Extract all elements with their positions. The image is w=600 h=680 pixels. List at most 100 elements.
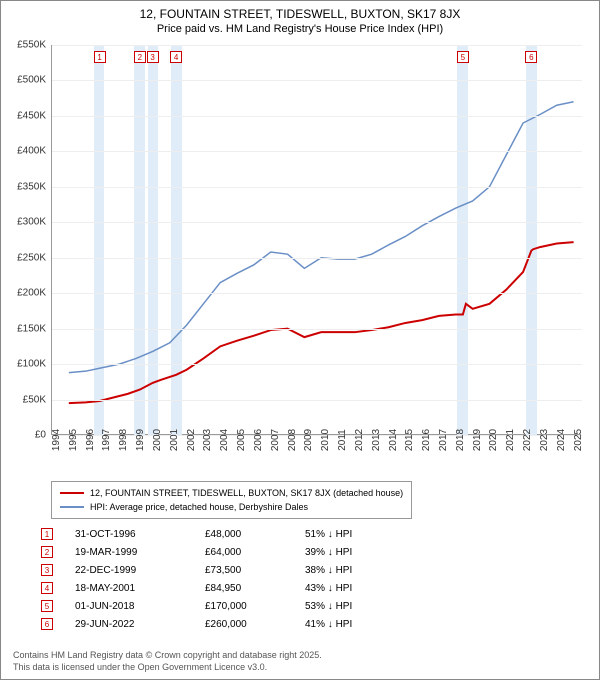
x-axis-label: 2009	[303, 429, 314, 451]
gridline	[52, 45, 582, 46]
transaction-row: 501-JUN-2018£170,00053% ↓ HPI	[41, 597, 425, 615]
y-axis-label: £150K	[17, 323, 46, 334]
y-axis-label: £350K	[17, 181, 46, 192]
footer-line1: Contains HM Land Registry data © Crown c…	[13, 649, 322, 661]
gridline	[52, 258, 582, 259]
plot-region: 123456	[51, 45, 581, 435]
transaction-row: 322-DEC-1999£73,50038% ↓ HPI	[41, 561, 425, 579]
y-axis-label: £300K	[17, 217, 46, 228]
row-price: £170,000	[205, 601, 305, 612]
x-axis-label: 1998	[118, 429, 129, 451]
x-axis-label: 2000	[152, 429, 163, 451]
x-axis-label: 2021	[505, 429, 516, 451]
legend-row: 12, FOUNTAIN STREET, TIDESWELL, BUXTON, …	[60, 486, 403, 500]
x-axis-label: 2003	[202, 429, 213, 451]
x-axis-label: 2001	[169, 429, 180, 451]
row-date: 29-JUN-2022	[75, 619, 205, 630]
row-marker: 1	[41, 528, 53, 540]
row-price: £84,950	[205, 583, 305, 594]
chart-title: 12, FOUNTAIN STREET, TIDESWELL, BUXTON, …	[1, 1, 599, 21]
gridline	[52, 80, 582, 81]
footer-line2: This data is licensed under the Open Gov…	[13, 661, 322, 673]
x-axis-label: 1994	[51, 429, 62, 451]
transactions-table: 131-OCT-1996£48,00051% ↓ HPI219-MAR-1999…	[41, 525, 425, 633]
row-date: 19-MAR-1999	[75, 547, 205, 558]
gridline	[52, 329, 582, 330]
y-axis-label: £0	[35, 430, 46, 441]
x-axis-label: 2023	[539, 429, 550, 451]
gridline	[52, 400, 582, 401]
gridline	[52, 435, 582, 436]
y-axis-label: £400K	[17, 146, 46, 157]
gridline	[52, 222, 582, 223]
y-axis-label: £550K	[17, 40, 46, 51]
x-axis-label: 2020	[488, 429, 499, 451]
row-pct: 38% ↓ HPI	[305, 565, 425, 576]
footer-attribution: Contains HM Land Registry data © Crown c…	[13, 649, 322, 673]
chart-marker: 3	[147, 51, 159, 63]
x-axis-label: 2007	[270, 429, 281, 451]
x-axis-label: 1995	[68, 429, 79, 451]
chart-area: 123456 £0£50K£100K£150K£200K£250K£300K£3…	[51, 45, 581, 435]
x-axis-label: 1997	[101, 429, 112, 451]
series-property	[69, 242, 574, 403]
x-axis-label: 2019	[472, 429, 483, 451]
row-date: 01-JUN-2018	[75, 601, 205, 612]
y-axis-label: £450K	[17, 110, 46, 121]
y-axis-label: £50K	[23, 394, 46, 405]
gridline	[52, 187, 582, 188]
row-marker: 5	[41, 600, 53, 612]
row-price: £260,000	[205, 619, 305, 630]
x-axis-label: 1999	[135, 429, 146, 451]
row-date: 31-OCT-1996	[75, 529, 205, 540]
y-axis-label: £250K	[17, 252, 46, 263]
transaction-row: 2 19-MAR-1999£64,00039% ↓ HPI	[41, 543, 425, 561]
legend-label: HPI: Average price, detached house, Derb…	[90, 500, 308, 514]
row-marker: 2	[41, 546, 53, 558]
x-axis-label: 2024	[556, 429, 567, 451]
legend-row: HPI: Average price, detached house, Derb…	[60, 500, 403, 514]
chart-marker: 5	[457, 51, 469, 63]
legend: 12, FOUNTAIN STREET, TIDESWELL, BUXTON, …	[51, 481, 412, 519]
chart-marker: 6	[525, 51, 537, 63]
y-axis-label: £500K	[17, 75, 46, 86]
row-pct: 43% ↓ HPI	[305, 583, 425, 594]
x-axis-label: 2012	[354, 429, 365, 451]
x-axis-label: 1996	[85, 429, 96, 451]
y-axis-label: £100K	[17, 359, 46, 370]
legend-swatch	[60, 492, 84, 494]
gridline	[52, 116, 582, 117]
legend-swatch	[60, 506, 84, 508]
transaction-row: 6 29-JUN-2022£260,00041% ↓ HPI	[41, 615, 425, 633]
row-price: £64,000	[205, 547, 305, 558]
row-date: 18-MAY-2001	[75, 583, 205, 594]
row-marker: 3	[41, 564, 53, 576]
x-axis-label: 2006	[253, 429, 264, 451]
x-axis-label: 2025	[573, 429, 584, 451]
x-axis-label: 2013	[371, 429, 382, 451]
chart-marker: 2	[134, 51, 146, 63]
chart-container: 12, FOUNTAIN STREET, TIDESWELL, BUXTON, …	[0, 0, 600, 680]
x-axis-label: 2022	[522, 429, 533, 451]
x-axis-label: 2014	[388, 429, 399, 451]
transaction-row: 4 18-MAY-2001£84,95043% ↓ HPI	[41, 579, 425, 597]
legend-label: 12, FOUNTAIN STREET, TIDESWELL, BUXTON, …	[90, 486, 403, 500]
row-price: £73,500	[205, 565, 305, 576]
x-axis-label: 2008	[287, 429, 298, 451]
x-axis-label: 2002	[186, 429, 197, 451]
gridline	[52, 293, 582, 294]
x-axis-label: 2010	[320, 429, 331, 451]
chart-marker: 1	[94, 51, 106, 63]
row-marker: 6	[41, 618, 53, 630]
x-axis-label: 2018	[455, 429, 466, 451]
y-axis-label: £200K	[17, 288, 46, 299]
x-axis-label: 2005	[236, 429, 247, 451]
gridline	[52, 151, 582, 152]
row-pct: 39% ↓ HPI	[305, 547, 425, 558]
transaction-row: 131-OCT-1996£48,00051% ↓ HPI	[41, 525, 425, 543]
x-axis-label: 2015	[404, 429, 415, 451]
gridline	[52, 364, 582, 365]
plot-svg	[52, 45, 582, 435]
row-marker: 4	[41, 582, 53, 594]
row-pct: 41% ↓ HPI	[305, 619, 425, 630]
